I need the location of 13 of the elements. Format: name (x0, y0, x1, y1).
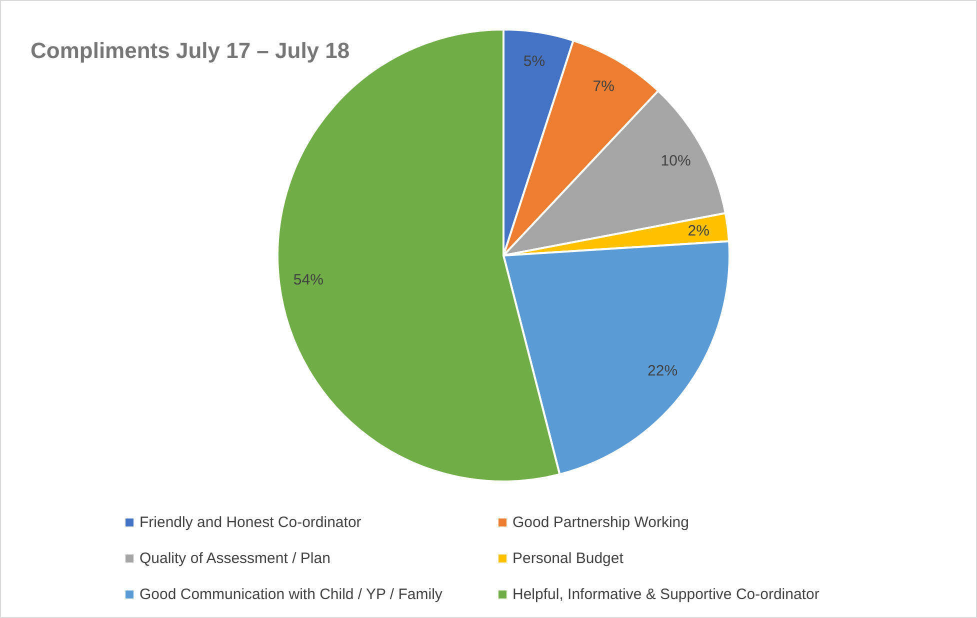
data-label: 2% (688, 222, 710, 240)
legend-label: Good Communication with Child / YP / Family (140, 586, 443, 603)
data-label: 5% (523, 52, 546, 70)
legend-label: Friendly and Honest Co-ordinator (140, 514, 362, 531)
data-label: 10% (660, 152, 691, 170)
data-label: 22% (648, 362, 678, 380)
legend-label: Good Partnership Working (512, 514, 689, 531)
data-label: 54% (293, 272, 324, 289)
legend-label: Helpful, Informative & Supportive Co-ordinator (512, 586, 820, 603)
data-label: 7% (592, 78, 614, 95)
legend-label: Personal Budget (512, 550, 624, 567)
chart-title: Compliments July 17 – July 18 (30, 38, 350, 63)
legend-label: Quality of Assessment / Plan (140, 550, 330, 567)
